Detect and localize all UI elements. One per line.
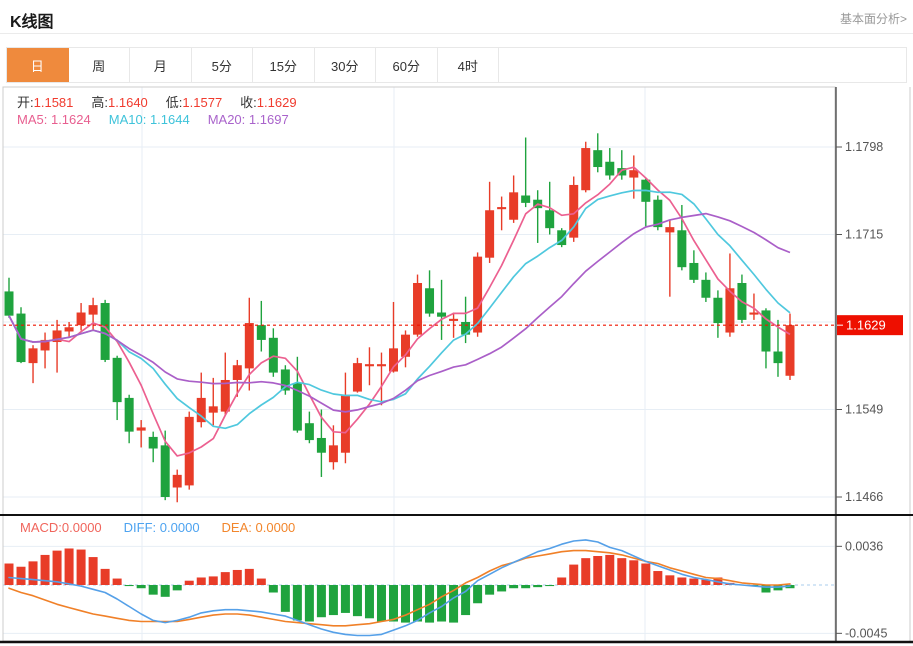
dea-line [8,549,791,627]
svg-text:1.1629: 1.1629 [846,318,886,333]
ma10-line [8,189,791,430]
ohlc-high: 高:1.1640 [91,95,148,110]
price-axis-labels: 1.1798 1.1715 1.1549 1.1466 [836,140,883,504]
tab-日[interactable]: 日 [7,48,69,82]
ma20-line [8,212,791,413]
ma10-legend-item: MA10: 1.1644 [108,112,190,127]
tab-30分[interactable]: 30分 [314,48,376,82]
header-divider [0,33,913,34]
macd-legend-item: MACD:0.0000 [20,520,102,535]
macd-histogram [4,548,795,623]
ma20-legend-item: MA20: 1.1697 [207,112,289,127]
svg-text:1.1715: 1.1715 [845,228,883,242]
candles-layer [4,133,795,503]
ma-legend: MA5: 1.1624 MA10: 1.1644 MA20: 1.1697 [17,112,289,127]
svg-text:1.1466: 1.1466 [845,490,883,504]
macd-axis-labels: 0.0036 -0.0045 [836,539,887,640]
interval-tabbar: 日周月 5分 15分 30分 60分 4时 [6,47,907,83]
tab-4时[interactable]: 4时 [437,48,499,82]
ohlc-close: 收:1.1629 [240,95,297,110]
svg-text:-0.0045: -0.0045 [845,626,887,640]
fundamental-analysis-link[interactable]: 基本面分析> [839,12,907,26]
grid-lines [3,87,835,641]
svg-text:1.1798: 1.1798 [845,140,883,154]
ohlc-open: 开:1.1581 [17,95,74,110]
tab-5分[interactable]: 5分 [191,48,253,82]
tab-月[interactable]: 月 [130,48,192,82]
macd-legend: MACD:0.0000 DIFF: 0.0000 DEA: 0.0000 [20,520,295,535]
panel-frame [0,86,913,644]
svg-text:1.1549: 1.1549 [845,403,883,417]
tab-60分[interactable]: 60分 [376,48,438,82]
diff-legend-item: DIFF: 0.0000 [123,520,200,535]
tab-周[interactable]: 周 [68,48,130,82]
svg-text:0.0036: 0.0036 [845,539,883,553]
ohlc-legend: 开:1.1581 高:1.1640 低:1.1577 收:1.1629 [17,92,297,111]
current-price-tag: 1.1629 [837,315,903,336]
ma5-legend-item: MA5: 1.1624 [17,112,91,127]
tab-15分[interactable]: 15分 [253,48,315,82]
ohlc-low: 低:1.1577 [165,95,223,110]
page-title: K线图 [10,14,54,31]
dea-legend-item: DEA: 0.0000 [221,520,296,535]
diff-line [8,539,791,637]
